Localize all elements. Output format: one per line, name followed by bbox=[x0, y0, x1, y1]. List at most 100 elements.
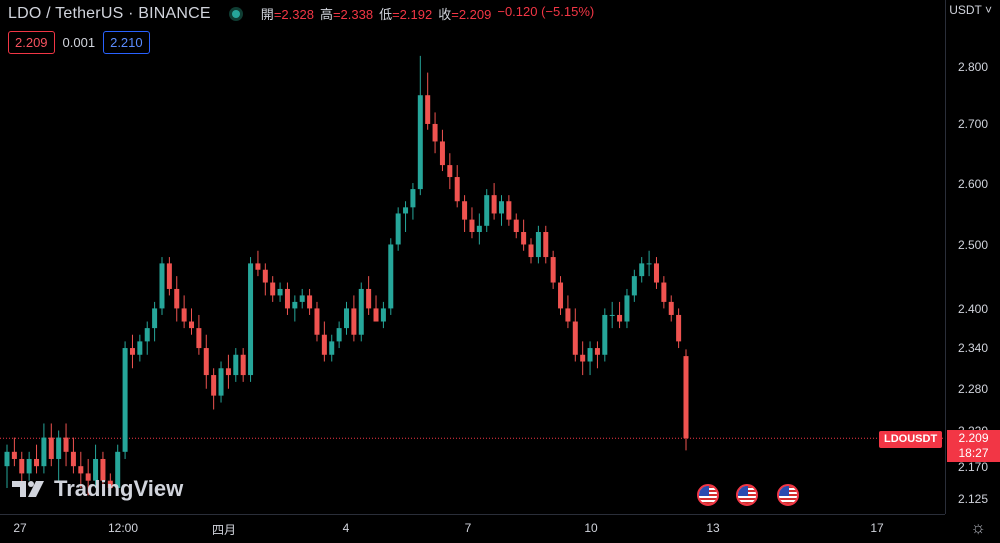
sell-price-button[interactable]: 2.209 bbox=[8, 31, 55, 54]
us-flag-event-icon[interactable] bbox=[697, 484, 719, 506]
candle[interactable] bbox=[307, 288, 313, 315]
price-axis[interactable]: USDT ˅ 2.800 2.700 2.600 2.500 2.400 2.3… bbox=[945, 0, 1000, 514]
candle[interactable] bbox=[240, 348, 246, 382]
candle[interactable] bbox=[395, 207, 401, 251]
candle[interactable] bbox=[366, 276, 372, 315]
candle[interactable] bbox=[543, 225, 549, 264]
candle[interactable] bbox=[550, 250, 556, 289]
candle[interactable] bbox=[336, 321, 342, 349]
candle[interactable] bbox=[41, 423, 47, 474]
candle[interactable] bbox=[225, 354, 231, 389]
candle[interactable] bbox=[432, 112, 438, 154]
candle[interactable] bbox=[270, 276, 276, 302]
candle[interactable] bbox=[535, 225, 541, 264]
candle[interactable] bbox=[48, 423, 54, 467]
candle[interactable] bbox=[203, 334, 209, 389]
candle[interactable] bbox=[631, 269, 637, 302]
candle[interactable] bbox=[676, 308, 682, 349]
candle[interactable] bbox=[388, 238, 394, 315]
candle[interactable] bbox=[594, 341, 600, 369]
candle[interactable] bbox=[284, 282, 290, 315]
candle[interactable] bbox=[469, 207, 475, 239]
candle[interactable] bbox=[122, 341, 128, 459]
candle[interactable] bbox=[425, 72, 431, 130]
candle[interactable] bbox=[558, 276, 564, 315]
candle[interactable] bbox=[63, 423, 69, 467]
candle[interactable] bbox=[78, 451, 84, 488]
candle[interactable] bbox=[196, 314, 202, 355]
candle[interactable] bbox=[292, 295, 298, 322]
candle[interactable] bbox=[410, 183, 416, 220]
candle[interactable] bbox=[447, 153, 453, 190]
candle[interactable] bbox=[513, 213, 519, 239]
candle[interactable] bbox=[373, 295, 379, 322]
candle[interactable] bbox=[277, 282, 283, 302]
candle[interactable] bbox=[299, 288, 305, 309]
buy-price-button[interactable]: 2.210 bbox=[103, 31, 150, 54]
candle[interactable] bbox=[454, 165, 460, 208]
candle[interactable] bbox=[565, 295, 571, 329]
candle[interactable] bbox=[174, 276, 180, 322]
candle[interactable] bbox=[233, 348, 239, 382]
candle[interactable] bbox=[181, 295, 187, 329]
candle[interactable] bbox=[358, 282, 364, 342]
candle[interactable] bbox=[262, 263, 268, 296]
candle[interactable] bbox=[624, 288, 630, 329]
symbol-title[interactable]: LDO / TetherUS · BINANCE bbox=[8, 4, 211, 22]
candle[interactable] bbox=[107, 473, 113, 496]
candle[interactable] bbox=[417, 55, 423, 196]
candle[interactable] bbox=[506, 195, 512, 226]
candle[interactable] bbox=[144, 321, 150, 355]
candle[interactable] bbox=[653, 257, 659, 289]
candle[interactable] bbox=[85, 458, 91, 496]
candle[interactable] bbox=[218, 361, 224, 403]
us-flag-event-icon[interactable] bbox=[736, 484, 758, 506]
candle[interactable] bbox=[159, 257, 165, 315]
candle[interactable] bbox=[248, 257, 254, 382]
candle[interactable] bbox=[462, 195, 468, 233]
candle[interactable] bbox=[683, 349, 689, 451]
candle[interactable] bbox=[403, 201, 409, 233]
candle[interactable] bbox=[93, 444, 99, 488]
candle[interactable] bbox=[34, 444, 40, 474]
candle[interactable] bbox=[646, 250, 652, 277]
candle[interactable] bbox=[137, 334, 143, 362]
candle[interactable] bbox=[189, 308, 195, 335]
candle[interactable] bbox=[380, 301, 386, 329]
candle[interactable] bbox=[314, 301, 320, 342]
candle[interactable] bbox=[152, 301, 158, 342]
candle[interactable] bbox=[528, 238, 534, 264]
tradingview-logo[interactable]: TradingView bbox=[12, 476, 183, 502]
market-status-icon[interactable] bbox=[228, 6, 243, 21]
candle[interactable] bbox=[572, 308, 578, 362]
candle[interactable] bbox=[56, 430, 62, 481]
candle[interactable] bbox=[166, 257, 172, 296]
candle[interactable] bbox=[129, 334, 135, 369]
candle[interactable] bbox=[115, 444, 121, 496]
candle[interactable] bbox=[668, 295, 674, 322]
chart-settings-gear-icon[interactable]: ☼ bbox=[970, 518, 986, 537]
candle[interactable] bbox=[609, 301, 615, 329]
candle[interactable] bbox=[11, 437, 17, 467]
candle[interactable] bbox=[639, 257, 645, 283]
candlestick-chart[interactable] bbox=[0, 0, 945, 514]
candle[interactable] bbox=[321, 321, 327, 362]
candle[interactable] bbox=[329, 334, 335, 362]
candle[interactable] bbox=[617, 301, 623, 329]
candle[interactable] bbox=[351, 295, 357, 342]
candle[interactable] bbox=[498, 195, 504, 226]
currency-selector[interactable]: USDT ˅ bbox=[949, 3, 992, 17]
candle[interactable] bbox=[70, 437, 76, 474]
candle[interactable] bbox=[439, 129, 445, 172]
candle[interactable] bbox=[587, 341, 593, 376]
candle[interactable] bbox=[491, 183, 497, 220]
candle[interactable] bbox=[100, 451, 106, 488]
time-axis[interactable]: 27 12:00 四月 4 7 10 13 17 bbox=[0, 514, 945, 543]
candle[interactable] bbox=[602, 308, 608, 362]
candle[interactable] bbox=[255, 250, 261, 277]
candle[interactable] bbox=[344, 301, 349, 335]
candle[interactable] bbox=[580, 341, 586, 376]
candle[interactable] bbox=[26, 451, 32, 481]
candle[interactable] bbox=[661, 276, 667, 309]
candle[interactable] bbox=[211, 368, 217, 410]
